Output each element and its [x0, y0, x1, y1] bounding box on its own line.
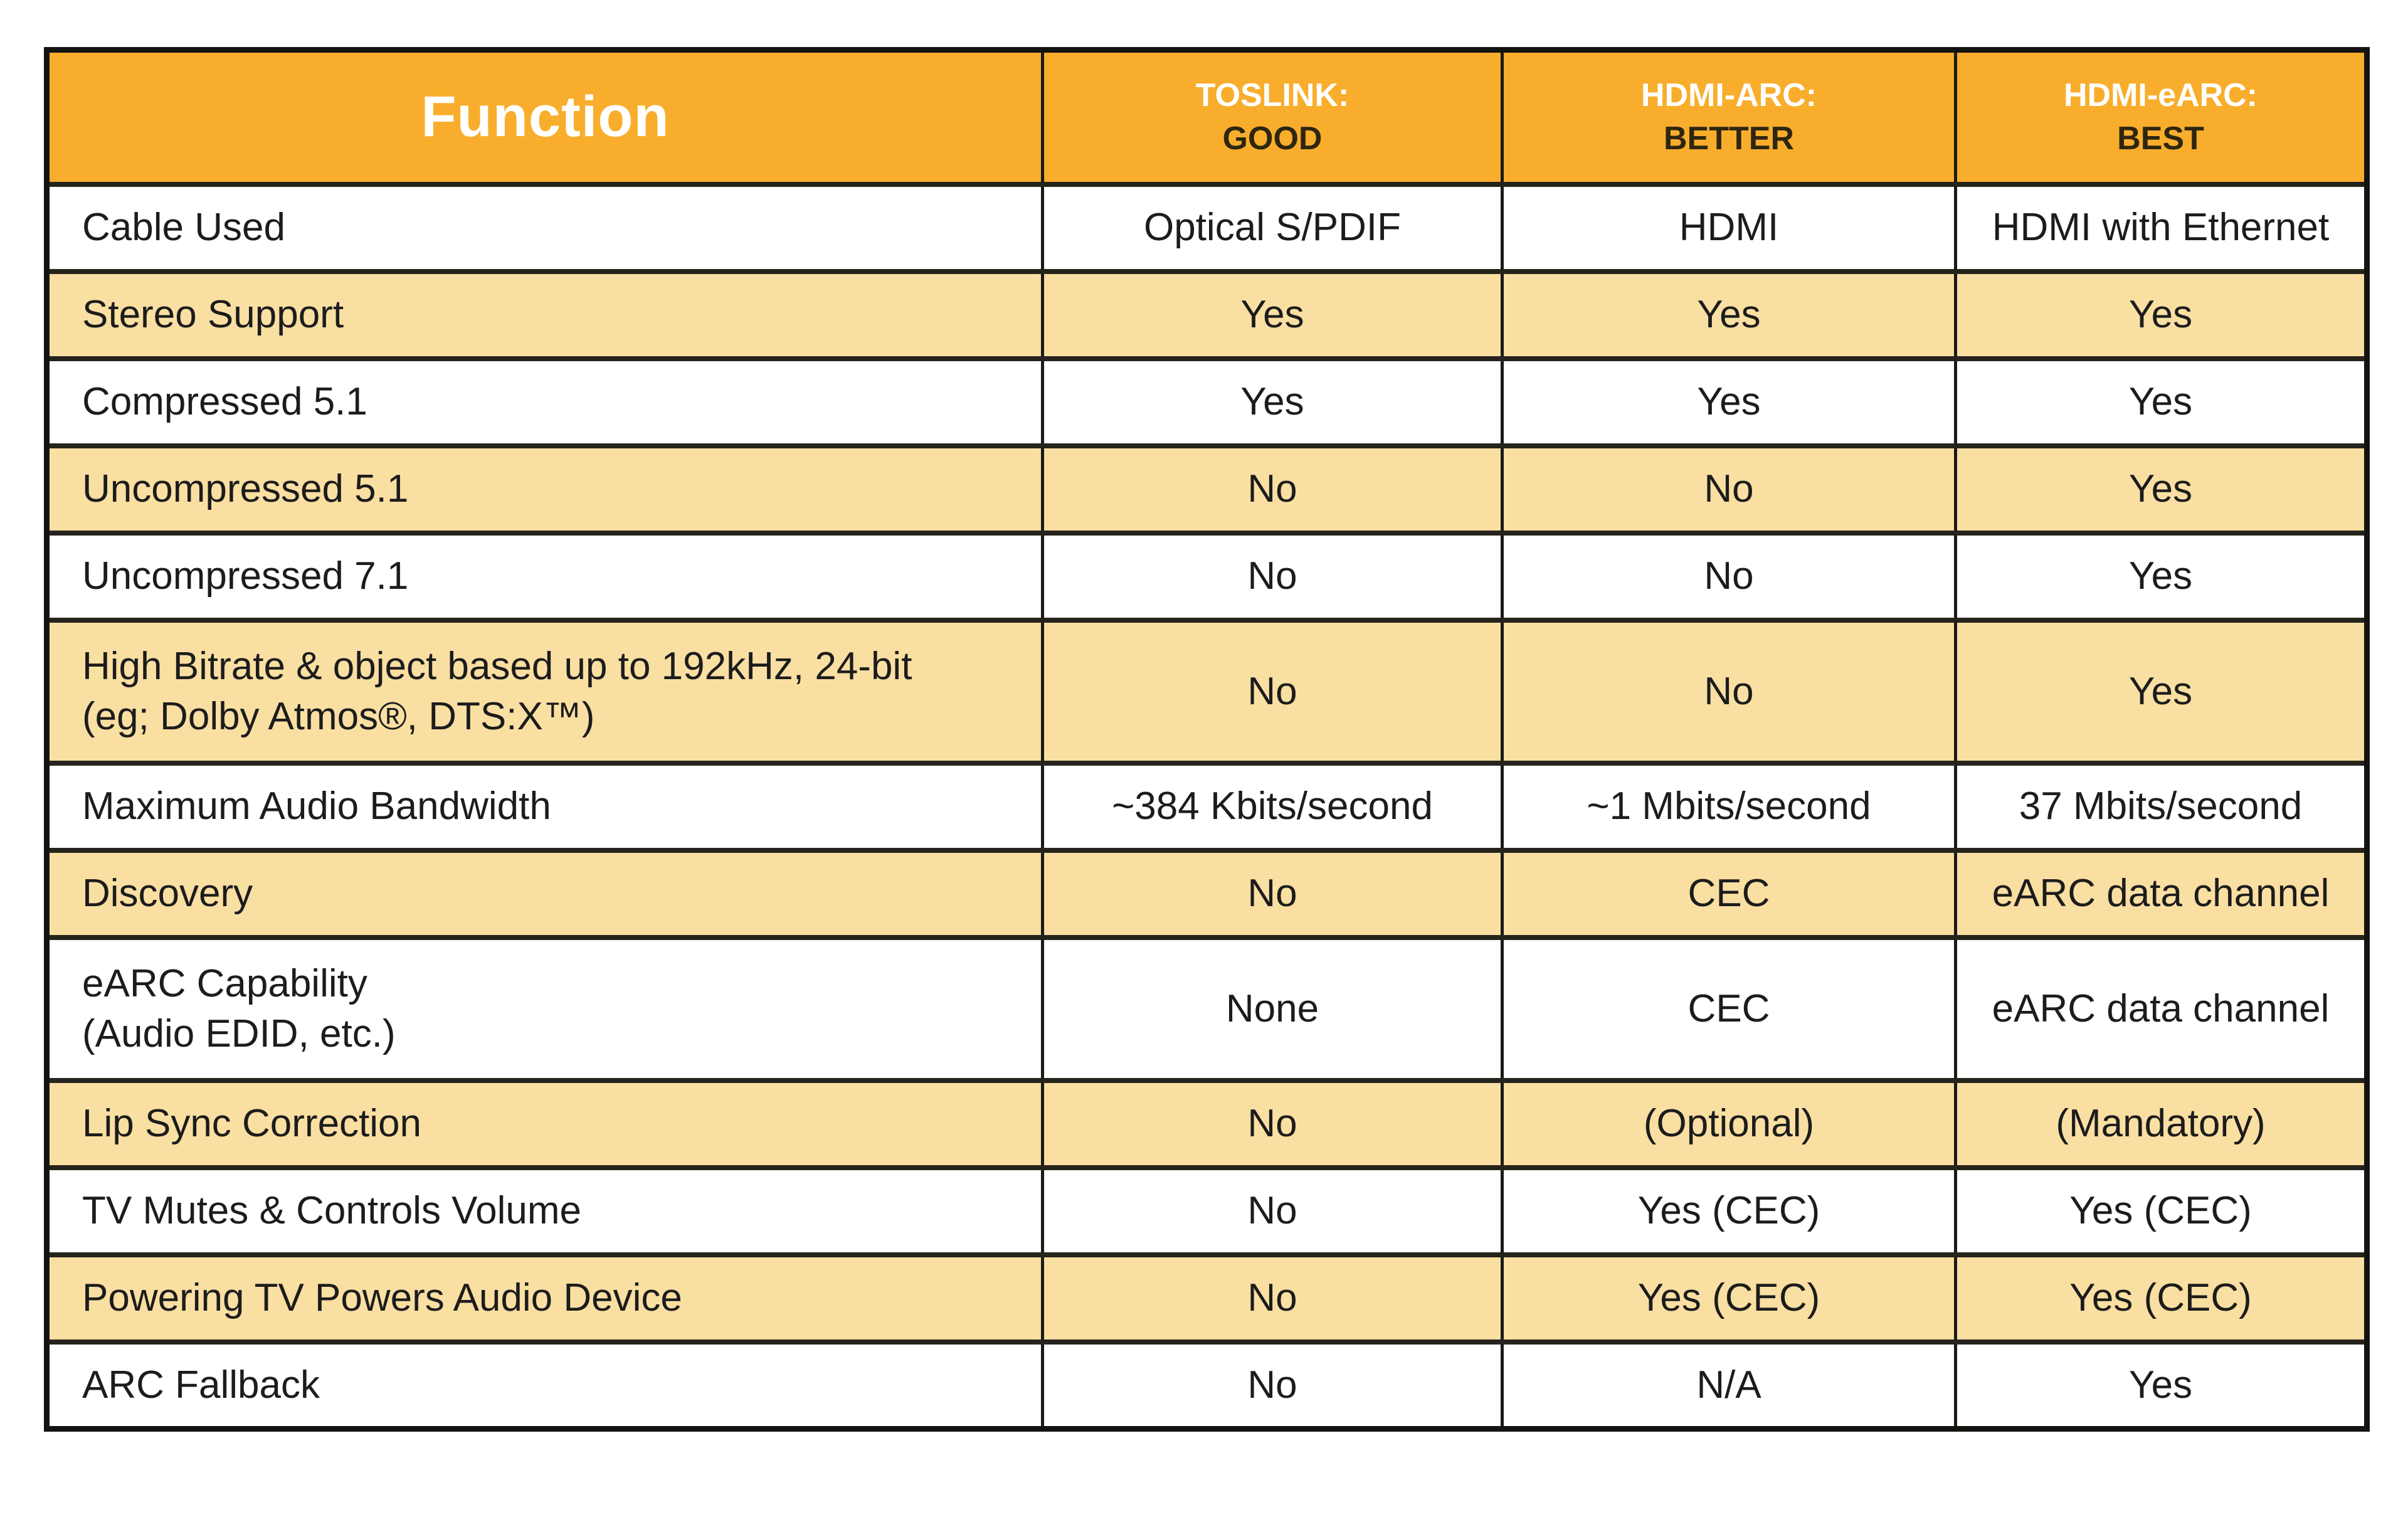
value-cell: HDMI with Ethernet — [1954, 184, 2367, 272]
column-rating-good: GOOD — [1222, 120, 1323, 157]
value-cell: Yes (CEC) — [1501, 1167, 1956, 1255]
value-cell: ~384 Kbits/second — [1041, 763, 1502, 850]
value-cell: CEC — [1501, 937, 1956, 1081]
value-cell: eARC data channel — [1954, 937, 2367, 1081]
table-row: Powering TV Powers Audio Device No Yes (CE… — [46, 1254, 2367, 1342]
function-label-cell: High Bitrate & object based up to 192kHz… — [47, 620, 1043, 763]
value-cell: Yes — [1041, 358, 1502, 446]
column-header-toslink: TOSLINK: GOOD — [1041, 50, 1502, 184]
table-body: Cable Used Optical S/PDIF HDMI HDMI with Et… — [46, 184, 2367, 1429]
value-cell: Yes (CEC) — [1954, 1254, 2367, 1342]
function-label-cell: Powering TV Powers Audio Device — [82, 1276, 682, 1320]
value-cell: Yes — [1041, 271, 1502, 359]
table-row: Discovery No CEC eARC data channel — [46, 850, 2367, 938]
value-cell: No — [1041, 1341, 1502, 1429]
value-cell: No — [1501, 620, 1956, 763]
function-label-cell: eARC Capability (Audio EDID, etc.) — [47, 938, 1043, 1081]
value-cell: Yes — [1954, 620, 2367, 763]
value-cell: Yes — [1954, 445, 2367, 533]
header-row: Function TOSLINK: GOOD HDMI-ARC: BETTER … — [46, 50, 2367, 184]
value-cell: Yes (CEC) — [1501, 1254, 1956, 1342]
value-cell: Yes — [1954, 1341, 2367, 1429]
function-label-cell: Compressed 5.1 — [82, 380, 367, 424]
value-cell: ~1 Mbits/second — [1501, 763, 1956, 850]
value-cell: Yes — [1954, 271, 2367, 359]
value-cell: Yes — [1954, 358, 2367, 446]
value-cell: No — [1041, 620, 1502, 763]
function-label-cell: Lip Sync Correction — [82, 1102, 422, 1146]
table-row: Maximum Audio Bandwidth ~384 Kbits/second… — [46, 763, 2367, 850]
column-header-hdmi-earc: HDMI-eARC: BEST — [1954, 50, 2367, 184]
table-row: TV Mutes & Controls Volume No Yes (CEC) Yes… — [46, 1167, 2367, 1255]
function-label-cell: Maximum Audio Bandwidth — [82, 785, 551, 828]
function-label-line2: (Audio EDID, etc.) — [82, 1012, 396, 1055]
value-cell: No — [1041, 1167, 1502, 1255]
value-cell: No — [1041, 445, 1502, 533]
table-row: Lip Sync Correction No (Optional) (Mandator… — [46, 1080, 2367, 1168]
function-label-cell: Stereo Support — [82, 293, 344, 337]
table-row: Uncompressed 7.1 No No Yes — [46, 532, 2367, 620]
function-label-cell: TV Mutes & Controls Volume — [82, 1189, 581, 1233]
column-title-hdmi-arc: HDMI-ARC: — [1640, 77, 1817, 114]
table-row: Cable Used Optical S/PDIF HDMI HDMI with Et… — [46, 184, 2367, 272]
value-cell: N/A — [1501, 1341, 1956, 1429]
value-cell: No — [1041, 1254, 1502, 1342]
value-cell: Yes — [1501, 271, 1956, 359]
table-row: High Bitrate & object based up to 192kHz… — [46, 620, 2367, 763]
function-label-cell: ARC Fallback — [82, 1363, 320, 1407]
column-rating-best: BEST — [2117, 120, 2204, 157]
table-row: eARC Capability (Audio EDID, etc.) None CEC… — [46, 937, 2367, 1081]
table-row: Stereo Support Yes Yes Yes — [46, 271, 2367, 359]
function-label-cell: Discovery — [82, 872, 253, 916]
column-title-toslink: TOSLINK: — [1195, 77, 1349, 114]
value-cell: 37 Mbits/second — [1954, 763, 2367, 850]
column-header-function: Function — [421, 85, 670, 149]
column-header-hdmi-arc: HDMI-ARC: BETTER — [1501, 50, 1956, 184]
table-row: Compressed 5.1 Yes Yes Yes — [46, 358, 2367, 446]
value-cell: Optical S/PDIF — [1041, 184, 1502, 272]
value-cell: No — [1041, 1080, 1502, 1168]
value-cell: No — [1041, 850, 1502, 938]
value-cell: CEC — [1501, 850, 1956, 938]
value-cell: HDMI — [1501, 184, 1956, 272]
comparison-table-container: Function TOSLINK: GOOD HDMI-ARC: BETTER … — [44, 47, 2370, 1432]
value-cell: No — [1501, 445, 1956, 533]
audio-connection-comparison-table: Function TOSLINK: GOOD HDMI-ARC: BETTER … — [44, 47, 2370, 1432]
value-cell: (Mandatory) — [1954, 1080, 2367, 1168]
table-row: ARC Fallback No N/A Yes — [46, 1341, 2367, 1429]
value-cell: (Optional) — [1501, 1080, 1956, 1168]
column-title-hdmi-earc: HDMI-eARC: — [2063, 77, 2258, 114]
value-cell: eARC data channel — [1954, 850, 2367, 938]
table-row: Uncompressed 5.1 No No Yes — [46, 445, 2367, 533]
function-label-cell: Uncompressed 7.1 — [82, 554, 409, 598]
value-cell: No — [1501, 532, 1956, 620]
value-cell: None — [1041, 937, 1502, 1081]
value-cell: Yes (CEC) — [1954, 1167, 2367, 1255]
function-label-cell: Cable Used — [82, 206, 285, 250]
function-label-cell: Uncompressed 5.1 — [82, 467, 409, 511]
value-cell: Yes — [1501, 358, 1956, 446]
function-label-line2: (eg; Dolby Atmos®, DTS:X™) — [82, 694, 595, 738]
column-rating-better: BETTER — [1664, 120, 1794, 157]
value-cell: No — [1041, 532, 1502, 620]
value-cell: Yes — [1954, 532, 2367, 620]
